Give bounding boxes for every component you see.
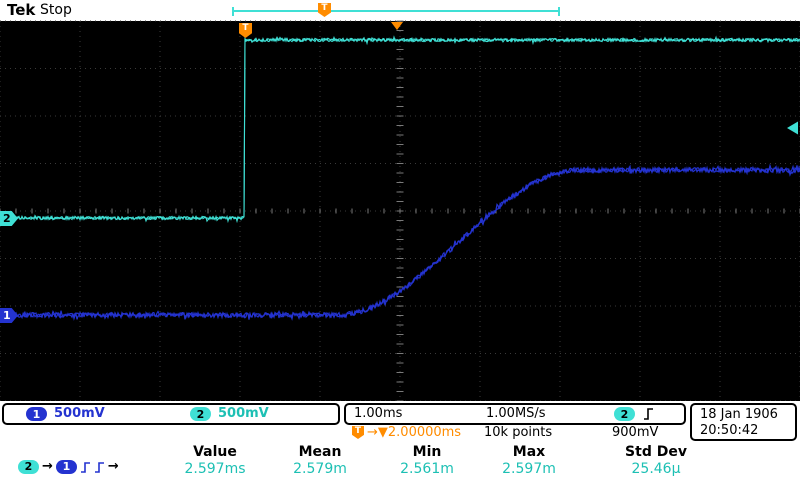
trigger-delay-value: →▼2.00000ms: [367, 425, 462, 440]
graticule-waveform-canvas: [0, 20, 800, 401]
scope-display: Tek Stop T 2 1 T: [0, 0, 800, 401]
meas-header-stddev: Std Dev: [625, 444, 687, 460]
record-view-bar: [232, 6, 560, 16]
time-value: 20:50:42: [700, 423, 759, 438]
ch2-position-badge: 2: [0, 211, 18, 226]
readout-area: 1 500mV 2 500mV 1.00ms 1.00MS/s 2 T →▼2.…: [0, 401, 800, 480]
record-length-value: 10k points: [484, 425, 553, 440]
timebase-value: 1.00ms: [354, 406, 403, 421]
meas-header-max: Max: [512, 444, 546, 460]
trigger-source-badge: 2: [614, 407, 635, 421]
trigger-level-icon: [787, 121, 798, 135]
trigger-point-flag: T: [239, 23, 252, 38]
ch2-trace: [0, 35, 800, 224]
tek-logo: Tek: [7, 1, 36, 19]
ch2-scale-badge: 2: [190, 407, 211, 421]
trigger-delay-t-icon: T: [352, 426, 364, 439]
measurement-source-label: 2 → 1 →: [18, 459, 119, 474]
rising-edge-icon: [80, 461, 90, 473]
meas-tail-arrow-icon: →: [107, 459, 119, 474]
scope-top-bar: Tek Stop T: [0, 0, 800, 21]
meas-stddev: 25.46µ: [631, 461, 681, 477]
record-view-trigger-marker: T: [318, 3, 331, 17]
meas-dst-badge: 1: [55, 459, 77, 474]
ch1-position-badge: 1: [0, 308, 18, 323]
meas-src-badge: 2: [18, 459, 39, 474]
ch1-trace: [0, 163, 800, 321]
ch1-scale-value: 500mV: [54, 406, 105, 421]
meas-header-value: Value: [193, 444, 237, 460]
meas-header-mean: Mean: [298, 444, 342, 460]
meas-min: 2.561m: [400, 461, 454, 477]
channel-scale-box: 1 500mV 2 500mV: [2, 403, 340, 425]
meas-arrow-icon: →: [42, 459, 53, 474]
horizontal-trigger-box: 1.00ms 1.00MS/s 2: [344, 403, 686, 425]
rising-edge-icon: [94, 461, 104, 473]
trigger-level-value: 900mV: [612, 425, 659, 440]
meas-value: 2.597ms: [184, 461, 246, 477]
trigger-slope-icon: [644, 408, 653, 420]
trigger-position-icon: [391, 22, 403, 30]
ch2-trace: [0, 36, 800, 224]
meas-mean: 2.579m: [293, 461, 347, 477]
ch2-scale-value: 500mV: [218, 406, 269, 421]
date-value: 18 Jan 1906: [700, 407, 778, 422]
meas-header-min: Min: [412, 444, 442, 460]
ch1-scale-badge: 1: [26, 407, 47, 421]
meas-max: 2.597m: [502, 461, 556, 477]
sample-rate-value: 1.00MS/s: [486, 406, 546, 421]
datetime-box: 18 Jan 1906 20:50:42: [690, 403, 797, 441]
acquisition-status: Stop: [40, 2, 72, 18]
